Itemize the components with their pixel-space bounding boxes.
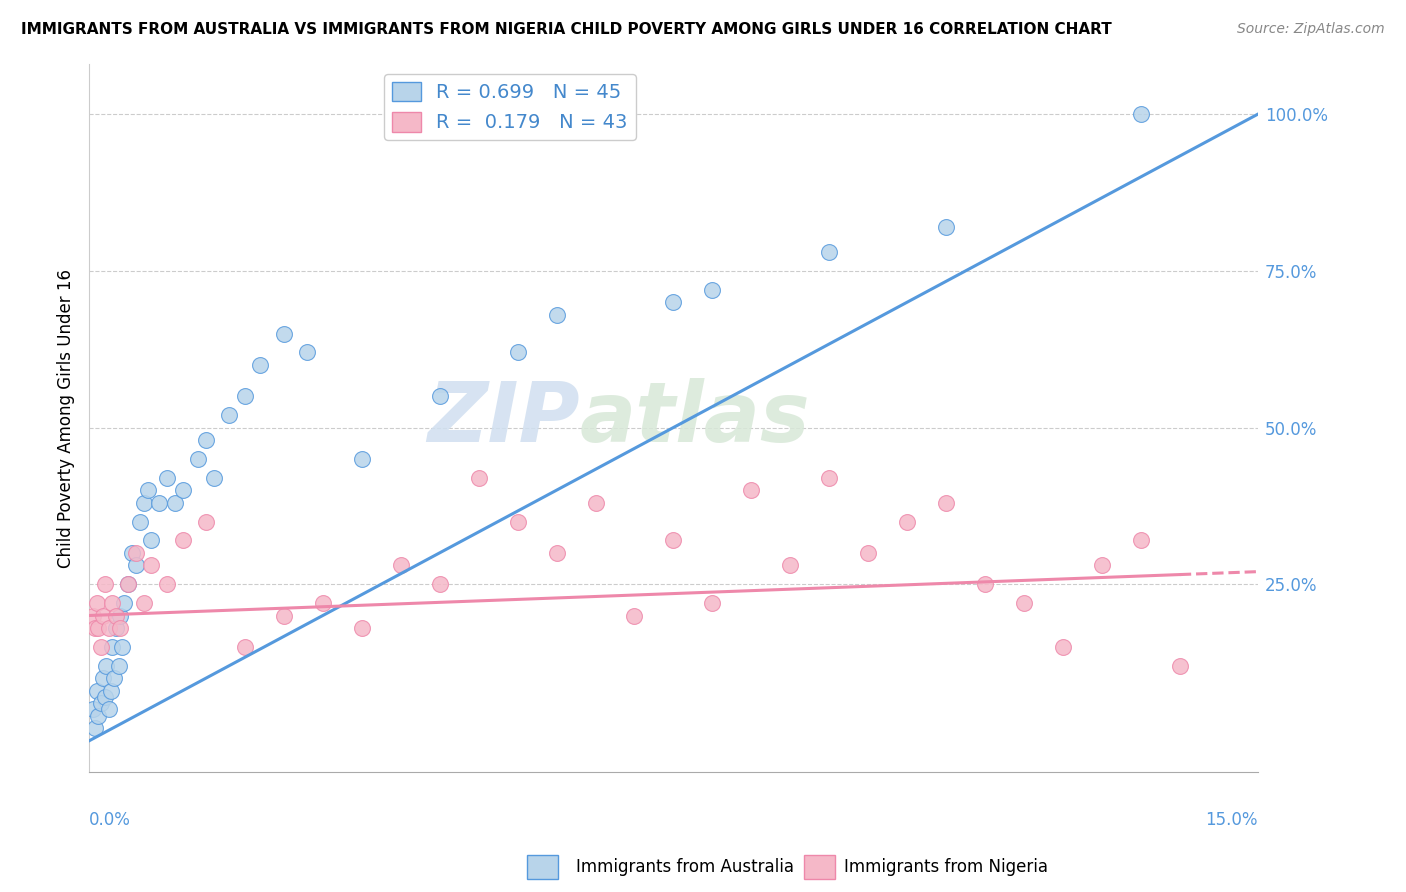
Text: atlas: atlas xyxy=(579,377,810,458)
Point xyxy=(136,483,159,498)
Point xyxy=(86,596,108,610)
Point xyxy=(273,326,295,341)
Point xyxy=(128,515,150,529)
Point xyxy=(156,470,179,484)
Point xyxy=(273,608,295,623)
Point xyxy=(467,470,489,484)
Point xyxy=(117,577,139,591)
Point xyxy=(132,596,155,610)
Point xyxy=(117,577,139,591)
Point xyxy=(91,608,114,623)
Point xyxy=(101,640,124,654)
Point xyxy=(87,621,110,635)
Point xyxy=(156,577,179,591)
Point xyxy=(818,470,841,484)
Point xyxy=(858,546,880,560)
Point xyxy=(82,608,104,623)
Point xyxy=(107,658,129,673)
Point xyxy=(585,496,607,510)
Point xyxy=(110,621,132,635)
Point xyxy=(84,721,107,735)
Point xyxy=(506,515,529,529)
Point xyxy=(172,483,194,498)
Point xyxy=(1129,107,1152,121)
Point xyxy=(87,708,110,723)
Text: Immigrants from Nigeria: Immigrants from Nigeria xyxy=(844,858,1047,876)
Point xyxy=(233,389,256,403)
Point xyxy=(93,577,115,591)
Point xyxy=(1129,533,1152,548)
Point xyxy=(389,558,412,573)
Point xyxy=(96,658,118,673)
Point xyxy=(297,345,319,359)
Point xyxy=(91,671,114,685)
Text: Immigrants from Australia: Immigrants from Australia xyxy=(576,858,794,876)
Point xyxy=(429,389,451,403)
Point xyxy=(662,295,685,310)
Point xyxy=(779,558,801,573)
Point xyxy=(818,245,841,260)
Point xyxy=(103,671,125,685)
Point xyxy=(100,683,122,698)
Point xyxy=(125,546,148,560)
Point xyxy=(429,577,451,591)
Point xyxy=(194,515,217,529)
Point xyxy=(702,283,724,297)
Text: IMMIGRANTS FROM AUSTRALIA VS IMMIGRANTS FROM NIGERIA CHILD POVERTY AMONG GIRLS U: IMMIGRANTS FROM AUSTRALIA VS IMMIGRANTS … xyxy=(21,22,1112,37)
Y-axis label: Child Poverty Among Girls Under 16: Child Poverty Among Girls Under 16 xyxy=(58,268,75,567)
Point xyxy=(740,483,762,498)
Point xyxy=(112,596,135,610)
Point xyxy=(82,702,104,716)
Point xyxy=(97,702,120,716)
Point xyxy=(546,308,568,322)
Text: 15.0%: 15.0% xyxy=(1205,811,1258,829)
Point xyxy=(121,546,143,560)
Point xyxy=(141,533,163,548)
Point xyxy=(350,621,373,635)
Point xyxy=(172,533,194,548)
Text: 0.0%: 0.0% xyxy=(89,811,131,829)
Point xyxy=(1052,640,1074,654)
Point xyxy=(90,696,112,710)
Point xyxy=(974,577,997,591)
Point xyxy=(202,470,225,484)
Point xyxy=(93,690,115,704)
Text: Source: ZipAtlas.com: Source: ZipAtlas.com xyxy=(1237,22,1385,37)
Point xyxy=(187,451,209,466)
Point xyxy=(101,596,124,610)
Point xyxy=(1168,658,1191,673)
Point xyxy=(233,640,256,654)
Point xyxy=(90,640,112,654)
Point xyxy=(132,496,155,510)
Point xyxy=(86,683,108,698)
Point xyxy=(506,345,529,359)
Point xyxy=(896,515,918,529)
Point xyxy=(194,433,217,447)
Point xyxy=(105,608,128,623)
Point xyxy=(110,608,132,623)
Point xyxy=(662,533,685,548)
Point xyxy=(623,608,645,623)
Point xyxy=(935,496,957,510)
Point xyxy=(148,496,170,510)
Text: ZIP: ZIP xyxy=(427,377,579,458)
Point xyxy=(163,496,186,510)
Point xyxy=(141,558,163,573)
Legend: R = 0.699   N = 45, R =  0.179   N = 43: R = 0.699 N = 45, R = 0.179 N = 43 xyxy=(384,74,636,140)
Point xyxy=(105,621,128,635)
Point xyxy=(1012,596,1035,610)
Point xyxy=(350,451,373,466)
Point xyxy=(97,621,120,635)
Point xyxy=(84,621,107,635)
Point xyxy=(312,596,335,610)
Point xyxy=(546,546,568,560)
Point xyxy=(125,558,148,573)
Point xyxy=(702,596,724,610)
Point xyxy=(249,358,271,372)
Point xyxy=(218,408,240,422)
Point xyxy=(1091,558,1114,573)
Point xyxy=(935,219,957,234)
Point xyxy=(111,640,134,654)
